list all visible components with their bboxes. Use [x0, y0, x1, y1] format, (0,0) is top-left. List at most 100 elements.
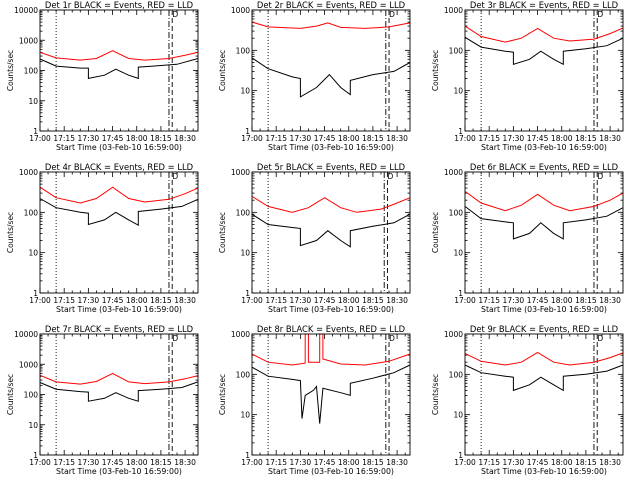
panel-4-x-tick-label: 17:00: [29, 296, 51, 305]
panel-9-series-black: [464, 364, 624, 392]
panel-1-title: Det 1r BLACK = Events, RED = LLD: [45, 0, 193, 10]
panel-1-y-tick-label: 10: [28, 97, 38, 106]
panel-1-x-tick-label: 18:30: [174, 134, 196, 143]
panel-7-x-tick-label: 17:30: [78, 458, 100, 467]
panel-7-x-tick-label: 17:15: [53, 458, 75, 467]
panel-6-x-tick-label: 18:15: [575, 296, 597, 305]
panel-7-y-label: Counts/sec: [6, 374, 15, 415]
panel-4-x-tick-label: 18:00: [126, 296, 148, 305]
panel-6-y-tick-label: 1000: [444, 168, 463, 177]
panel-9-x-tick-label: 17:15: [478, 458, 500, 467]
panel-2-x-tick-label: 18:00: [338, 134, 360, 143]
panel-2-series-black: [251, 57, 411, 98]
panel-8-y-tick-label: 10: [240, 411, 250, 420]
panel-5-y-tick-label: 100: [236, 208, 251, 217]
panel-1-y-tick-label: 1: [33, 127, 38, 136]
panel-7-y-tick-label: 100: [24, 391, 39, 400]
panel-9-y-tick-label: 1: [458, 451, 463, 460]
panel-2-y-tick-label: 100: [236, 46, 251, 55]
panel-1-x-tick-label: 18:15: [150, 134, 172, 143]
panel-5-x-label: Start Time (03-Feb-10 16:59:00): [268, 305, 394, 314]
panel-4-title: Det 4r BLACK = Events, RED = LLD: [45, 162, 193, 172]
panel-5-x-tick-label: 17:15: [265, 296, 287, 305]
panel-5-frame: [251, 171, 411, 294]
panel-5-title: Det 5r BLACK = Events, RED = LLD: [257, 162, 405, 172]
panel-1-y-tick-label: 10000: [14, 6, 38, 15]
panel-8-series-red: [251, 333, 411, 366]
panel-3-marker-label: D: [597, 10, 603, 19]
panel-3-x-tick-label: 18:00: [551, 134, 573, 143]
panel-5-y-tick-label: 1: [245, 289, 250, 298]
panel-4-y-tick-label: 100: [24, 208, 39, 217]
panel-2-frame: [251, 9, 411, 132]
panel-3-frame: [464, 9, 624, 132]
panel-7-title: Det 7r BLACK = Events, RED = LLD: [45, 324, 193, 334]
panel-1-x-tick-label: 18:00: [126, 134, 148, 143]
panel-8-x-tick-label: 17:30: [290, 458, 312, 467]
panel-3-x-tick-label: 18:15: [575, 134, 597, 143]
panel-4-marker-label: D: [172, 172, 178, 181]
panel-9-y-tick-label: 100: [449, 370, 464, 379]
panel-4-x-tick-label: 17:45: [102, 296, 124, 305]
panel-3-x-label: Start Time (03-Feb-10 16:59:00): [481, 143, 607, 152]
panel-3-y-label: Counts/sec: [431, 50, 440, 91]
panel-9-marker-label: D: [597, 334, 603, 343]
panel-5-y-label: Counts/sec: [218, 212, 227, 253]
panel-3-x-tick-label: 17:00: [454, 134, 476, 143]
panel-6-x-tick-label: 17:45: [527, 296, 549, 305]
panel-3-x-tick-label: 17:45: [527, 134, 549, 143]
panel-9-x-tick-label: 18:30: [599, 458, 621, 467]
panel-4-frame: [39, 171, 199, 294]
panel-9-x-tick-label: 18:00: [551, 458, 573, 467]
panel-8-x-label: Start Time (03-Feb-10 16:59:00): [268, 467, 394, 476]
panel-3-y-tick-label: 10: [453, 87, 463, 96]
panel-4-x-label: Start Time (03-Feb-10 16:59:00): [56, 305, 182, 314]
panel-1-y-label: Counts/sec: [6, 50, 15, 91]
panel-7-x-tick-label: 18:30: [174, 458, 196, 467]
panel-7-x-tick-label: 18:15: [150, 458, 172, 467]
panel-6-y-label: Counts/sec: [431, 212, 440, 253]
panel-7-x-label: Start Time (03-Feb-10 16:59:00): [56, 467, 182, 476]
panel-4-y-tick-label: 1: [33, 289, 38, 298]
panel-6-y-tick-label: 1: [458, 289, 463, 298]
panel-2-y-label: Counts/sec: [218, 50, 227, 91]
panel-3-title: Det 3r BLACK = Events, RED = LLD: [470, 0, 618, 10]
panel-2-x-tick-label: 17:15: [265, 134, 287, 143]
panel-3-series-black: [464, 36, 624, 66]
panel-7-y-tick-label: 1: [33, 451, 38, 460]
panel-4-y-tick-label: 1000: [19, 168, 38, 177]
panel-6-y-tick-label: 10: [453, 249, 463, 258]
panel-9-x-tick-label: 17:00: [454, 458, 476, 467]
panel-4-x-tick-label: 17:15: [53, 296, 75, 305]
panel-9-frame: [464, 333, 624, 456]
panel-4-x-tick-label: 18:15: [150, 296, 172, 305]
panel-5-y-tick-label: 10: [240, 249, 250, 258]
panel-1-x-tick-label: 17:15: [53, 134, 75, 143]
panel-2-y-tick-label: 10: [240, 87, 250, 96]
panel-9-y-label: Counts/sec: [431, 374, 440, 415]
panel-4-y-label: Counts/sec: [6, 212, 15, 253]
panel-2-marker-label: D: [389, 10, 395, 19]
panel-6-x-label: Start Time (03-Feb-10 16:59:00): [481, 305, 607, 314]
panel-5-marker-label: D: [388, 172, 394, 181]
panel-6-y-tick-label: 100: [449, 208, 464, 217]
panel-4-series-red: [39, 186, 199, 204]
panel-8-x-tick-label: 17:15: [265, 458, 287, 467]
panel-5-series-red: [251, 195, 411, 213]
panel-8-y-tick-label: 1: [245, 451, 250, 460]
panel-7-y-tick-label: 10000: [14, 330, 38, 339]
panel-7-x-tick-label: 17:00: [29, 458, 51, 467]
panel-3-y-tick-label: 1: [458, 127, 463, 136]
panel-7-marker-label: D: [172, 334, 178, 343]
panel-7-series-red: [39, 372, 199, 385]
panel-3-x-tick-label: 17:15: [478, 134, 500, 143]
panel-6-x-tick-label: 18:30: [599, 296, 621, 305]
panel-4-x-tick-label: 17:30: [78, 296, 100, 305]
panel-8-y-label: Counts/sec: [218, 374, 227, 415]
panel-4-series-black: [39, 198, 199, 227]
panel-9-y-tick-label: 10: [453, 411, 463, 420]
panel-8-x-tick-label: 18:30: [386, 458, 408, 467]
panel-1-series-red: [39, 50, 199, 61]
panel-8-frame: [251, 333, 411, 456]
panel-6-x-tick-label: 17:00: [454, 296, 476, 305]
